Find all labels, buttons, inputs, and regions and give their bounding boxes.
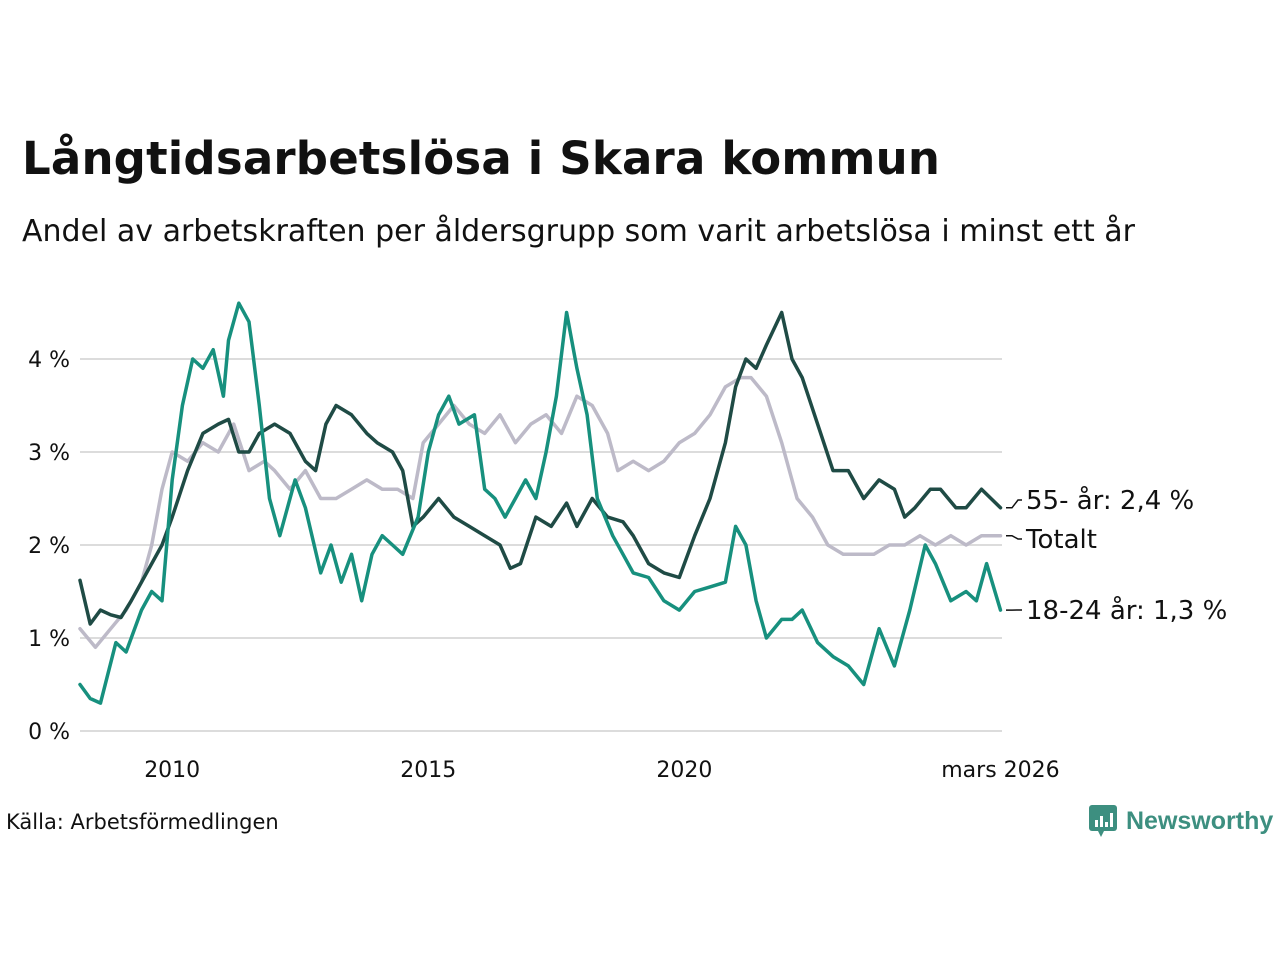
chart-subtitle: Andel av arbetskraften per åldersgrupp s… — [22, 214, 1135, 249]
series-line-totalt — [78, 375, 1003, 650]
newsworthy-icon — [1089, 805, 1117, 837]
brand-name: Newsworthy — [1126, 806, 1274, 835]
x-tick-label: 2020 — [656, 758, 712, 783]
series-end-label: Totalt — [1025, 525, 1097, 555]
y-tick-label: 0 % — [28, 720, 70, 745]
series-end-label: 55- år: 2,4 % — [1026, 485, 1194, 516]
source-note: Källa: Arbetsförmedlingen — [6, 810, 279, 834]
label-connector — [1006, 534, 1022, 540]
x-tick-label: 2015 — [400, 758, 456, 783]
chart-title: Långtidsarbetslösa i Skara kommun — [22, 132, 941, 185]
x-tick-label: 2010 — [144, 758, 200, 783]
x-tick-label: mars 2026 — [941, 758, 1059, 783]
series-end-label: 18-24 år: 1,3 % — [1026, 595, 1227, 626]
series-line-18-24 — [78, 301, 1003, 705]
y-tick-label: 4 % — [28, 348, 70, 373]
y-tick-label: 1 % — [28, 627, 70, 652]
y-tick-label: 2 % — [28, 534, 70, 559]
y-tick-label: 3 % — [28, 441, 70, 466]
series-line-55 — [78, 310, 1003, 626]
brand-logo: Newsworthy — [1088, 804, 1273, 838]
label-connector — [1006, 499, 1022, 509]
